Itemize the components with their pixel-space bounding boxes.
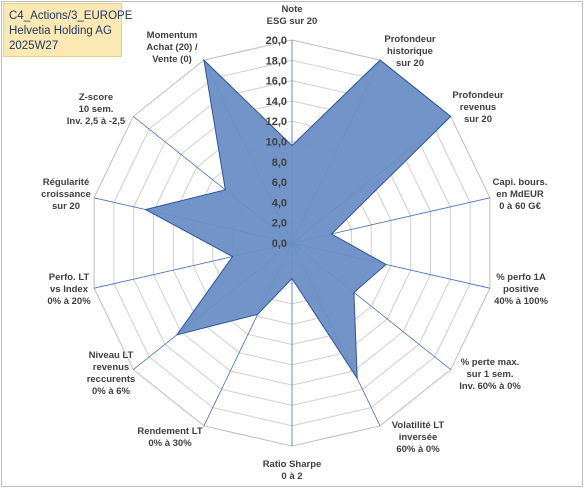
category-label-line: Momentum	[147, 30, 198, 41]
category-label-line: Profondeur	[452, 90, 503, 101]
category-label-line: 40% à 100%	[494, 296, 548, 307]
category-label: Régularité croissance sur 20	[41, 177, 91, 212]
category-label-line: reccurents	[87, 374, 136, 385]
category-label: Z-score 10 sem. Inv. 2,5 à -2,5	[67, 92, 126, 127]
category-label-line: Profondeur	[384, 34, 435, 45]
radial-tick-label: 8,0	[272, 157, 287, 169]
category-label-line: sur 20	[464, 114, 492, 125]
category-label-line: Rendement LT	[137, 426, 202, 437]
category-label-line: 0% à 30%	[148, 438, 192, 449]
category-label-line: Ratio Sharpe	[263, 459, 322, 470]
radial-tick-label: 2,0	[272, 218, 287, 230]
category-label-line: historique	[387, 46, 433, 57]
category-label-line: inversée	[399, 432, 438, 443]
category-label-line: 0 à 60 G€	[499, 201, 541, 212]
category-label: % perfo 1A positive 40% à 100%	[494, 272, 548, 307]
category-label-line: Perfo. LT	[49, 272, 90, 283]
category-label: Niveau LT revenus reccurents 0% à 6%	[87, 350, 136, 397]
category-label-line: % perfo 1A	[496, 272, 546, 283]
radial-tick-label: 12,0	[266, 116, 287, 128]
category-label-line: % perte max.	[461, 357, 520, 368]
category-label-line: 0 à 2	[281, 471, 302, 482]
radar-series	[144, 58, 452, 381]
category-label-line: Volatilité LT	[392, 420, 445, 431]
category-label-line: ESG sur 20	[267, 16, 318, 27]
category-label-line: vs Index	[50, 284, 89, 295]
category-label-line: revenus	[93, 362, 129, 373]
category-label-line: revenus	[460, 102, 496, 113]
info-category: C4_Actions/3_EUROPE	[9, 10, 133, 22]
category-label-line: Inv. 60% à 0%	[459, 381, 521, 392]
radial-tick-label: 18,0	[266, 55, 287, 67]
radial-tick-label: 10,0	[266, 137, 287, 149]
category-label-line: Inv. 2,5 à -2,5	[67, 116, 126, 127]
category-label-line: 60% à 0%	[396, 444, 440, 455]
category-label-line: en MdEUR	[496, 189, 544, 200]
category-label-line: Régularité	[43, 177, 89, 188]
category-label: Note ESG sur 20	[267, 4, 318, 27]
category-label-line: croissance	[41, 189, 91, 200]
category-label-line: sur 1 sem.	[467, 369, 514, 380]
category-label: Momentum Achat (20) / Vente (0)	[146, 30, 198, 65]
series-area	[144, 58, 452, 381]
info-week: 2025W27	[9, 40, 59, 52]
category-label-line: 10 sem.	[79, 104, 114, 115]
category-label: Rendement LT 0% à 30%	[137, 426, 202, 449]
category-label-line: Achat (20) /	[146, 42, 198, 53]
category-label: Perfo. LT vs Index 0% à 20%	[47, 272, 91, 307]
category-label: Profondeur revenus sur 20	[452, 90, 503, 125]
radial-tick-label: 0,0	[272, 238, 287, 250]
radial-tick-label: 4,0	[272, 197, 287, 209]
category-label-line: positive	[503, 284, 539, 295]
category-label: Volatilité LT inversée 60% à 0%	[392, 420, 445, 455]
radial-tick-label: 16,0	[266, 76, 287, 88]
category-label: Capi. bours. en MdEUR 0 à 60 G€	[493, 177, 548, 212]
category-label-line: sur 20	[396, 58, 424, 69]
category-label-line: 0% à 20%	[47, 296, 91, 307]
category-label: Profondeur historique sur 20	[384, 34, 435, 69]
category-label-line: Capi. bours.	[493, 177, 548, 188]
category-label-line: Z-score	[79, 92, 113, 103]
radial-tick-label: 14,0	[266, 96, 287, 108]
category-label-line: Note	[281, 4, 302, 15]
category-label-line: sur 20	[52, 201, 80, 212]
radial-tick-label: 20,0	[266, 35, 287, 47]
radar-tick-labels: 0,0 2,0 4,0 6,0 8,0 10,0 12,0 14,0 16,0 18,0 20,0	[266, 35, 287, 250]
radial-tick-label: 6,0	[272, 177, 287, 189]
category-label: Ratio Sharpe 0 à 2	[263, 459, 322, 482]
info-box: C4_Actions/3_EUROPE Helvetia Holding AG …	[3, 3, 133, 57]
category-label-line: 0% à 6%	[92, 386, 131, 397]
category-label-line: Vente (0)	[152, 54, 192, 65]
info-company: Helvetia Holding AG	[9, 25, 112, 37]
category-label: % perte max. sur 1 sem. Inv. 60% à 0%	[459, 357, 521, 392]
category-label-line: Niveau LT	[89, 350, 134, 361]
